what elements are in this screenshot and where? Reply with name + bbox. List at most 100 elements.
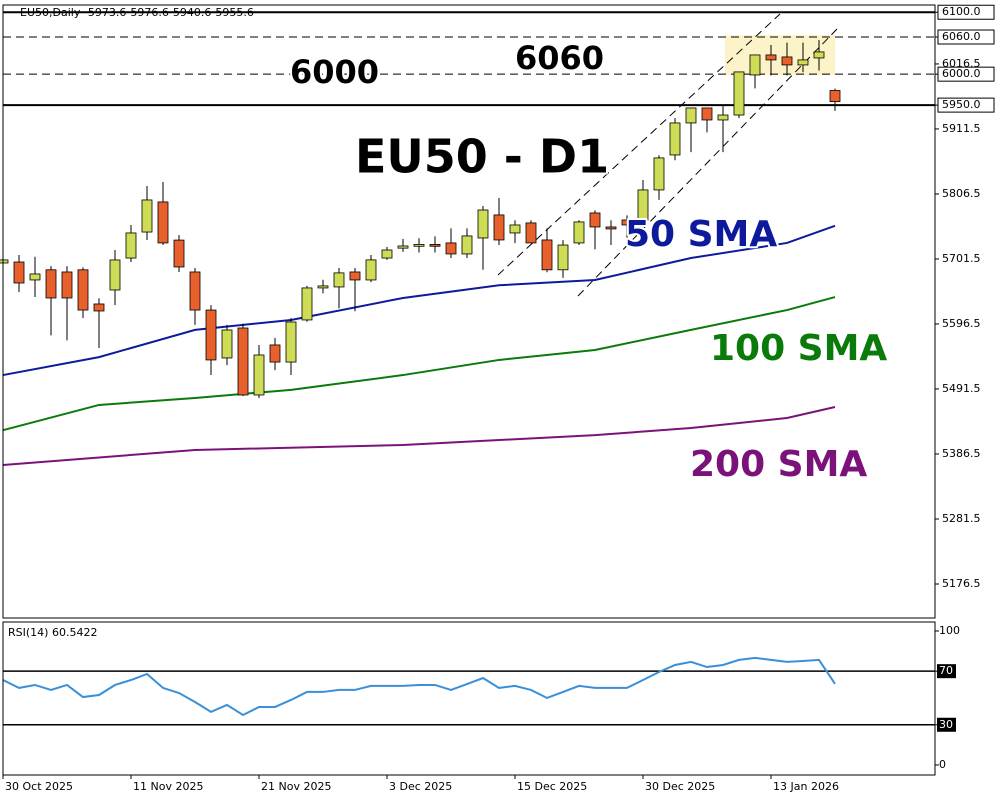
y-tick-label: 6060.0: [942, 30, 981, 43]
candle-body: [621, 219, 633, 226]
candle-body: [813, 51, 825, 59]
sma-line: [2, 406, 836, 467]
y-tick-label: 5950.0: [942, 98, 981, 111]
annotation: 6000: [290, 53, 379, 91]
y-tick-label: 5911.5: [942, 122, 981, 135]
candle-body: [493, 214, 505, 241]
main-frame: [2, 4, 936, 619]
y-tick-label: 6016.5: [942, 57, 981, 70]
candle-body: [717, 114, 729, 121]
candle-body: [333, 272, 345, 288]
candle-body: [573, 221, 585, 244]
candle-body: [125, 232, 137, 259]
sma-line: [2, 296, 836, 432]
candle-body: [173, 239, 185, 268]
sma-label: 50 SMA: [625, 214, 777, 255]
candle-body: [685, 107, 697, 124]
candle-body: [637, 189, 649, 221]
y-tick-label: 5281.5: [942, 512, 981, 525]
candle-body: [205, 309, 217, 361]
candle-body: [253, 354, 265, 396]
y-tick-label: 5596.5: [942, 317, 981, 330]
candle-body: [349, 271, 361, 281]
candle-body: [605, 226, 617, 230]
y-tick-label: 5491.5: [942, 382, 981, 395]
candle-body: [285, 321, 297, 363]
rsi-tick-label: 70: [939, 664, 953, 677]
candle-body: [701, 107, 713, 121]
sma-label: 100 SMA: [710, 328, 887, 369]
rsi-line: [2, 656, 836, 717]
y-tick-box: [937, 29, 995, 45]
rsi-tick-box: [937, 664, 956, 679]
candle-body: [429, 244, 441, 247]
candle-body: [29, 273, 41, 281]
candle-body: [509, 224, 521, 234]
candle-body: [397, 245, 409, 249]
candle-body: [381, 249, 393, 259]
y-tick-label: 6000.0: [942, 67, 981, 80]
rsi-tick-label: 0: [939, 758, 946, 771]
annotation: 6060: [515, 39, 604, 77]
plot: [0, 11, 935, 726]
channel-lower: [577, 27, 839, 297]
candle-body: [45, 269, 57, 299]
y-tick-box: [937, 4, 995, 20]
candle-body: [221, 329, 233, 359]
y-tick-box: [937, 97, 995, 113]
candle-body: [157, 201, 169, 244]
header: EU50,Daily 5973.6 5976.6 5940.6 5955.6: [20, 6, 254, 19]
candle-body: [109, 259, 121, 291]
candle-body: [525, 222, 537, 244]
y-tick-box: [937, 66, 995, 82]
x-tick-label: 13 Jan 2026: [773, 780, 839, 793]
candle-body: [781, 56, 793, 66]
candle-body: [61, 271, 73, 299]
rsi-tick-label: 30: [939, 718, 953, 731]
y-tick-label: 5386.5: [942, 447, 981, 460]
candle-body: [445, 242, 457, 255]
header-value: 5976.6: [130, 6, 169, 19]
candle-body: [477, 209, 489, 239]
chart-title: EU50 - D1: [355, 130, 609, 184]
x-tick-label: 30 Dec 2025: [645, 780, 715, 793]
candle-body: [541, 239, 553, 271]
candle-body: [669, 122, 681, 156]
sma-label: 200 SMA: [690, 444, 867, 485]
candle-body: [189, 271, 201, 311]
candle-body: [77, 269, 89, 311]
candle-body: [829, 90, 841, 103]
header-value: 5940.6: [173, 6, 212, 19]
candle-body: [301, 287, 313, 321]
candle-body: [93, 303, 105, 312]
candle-body: [653, 157, 665, 191]
rsi-tick-label: 100: [939, 624, 960, 637]
candle-body: [141, 199, 153, 233]
x-tick-label: 30 Oct 2025: [5, 780, 73, 793]
y-tick-label: 5176.5: [942, 577, 981, 590]
x-tick-label: 3 Dec 2025: [389, 780, 452, 793]
candle-body: [765, 54, 777, 61]
candle-body: [733, 71, 745, 116]
rsi-tick-box: [937, 717, 956, 732]
candle-body: [797, 59, 809, 66]
y-tick-label: 6100.0: [942, 5, 981, 18]
candle-body: [269, 344, 281, 363]
candle-body: [749, 54, 761, 76]
candle-body: [317, 285, 329, 289]
header-value: 5955.6: [215, 6, 254, 19]
candle-body: [365, 259, 377, 281]
x-tick-label: 15 Dec 2025: [517, 780, 587, 793]
x-tick-label: 11 Nov 2025: [133, 780, 203, 793]
y-tick-label: 5701.5: [942, 252, 981, 265]
y-tick-label: 5806.5: [942, 187, 981, 200]
rsi-header: RSI(14) 60.5422: [8, 626, 97, 639]
candle-body: [13, 261, 25, 284]
x-tick-label: 21 Nov 2025: [261, 780, 331, 793]
candle-body: [237, 327, 249, 396]
rsi-frame: [2, 621, 936, 776]
candle-body: [557, 244, 569, 271]
sma-line: [2, 224, 836, 377]
